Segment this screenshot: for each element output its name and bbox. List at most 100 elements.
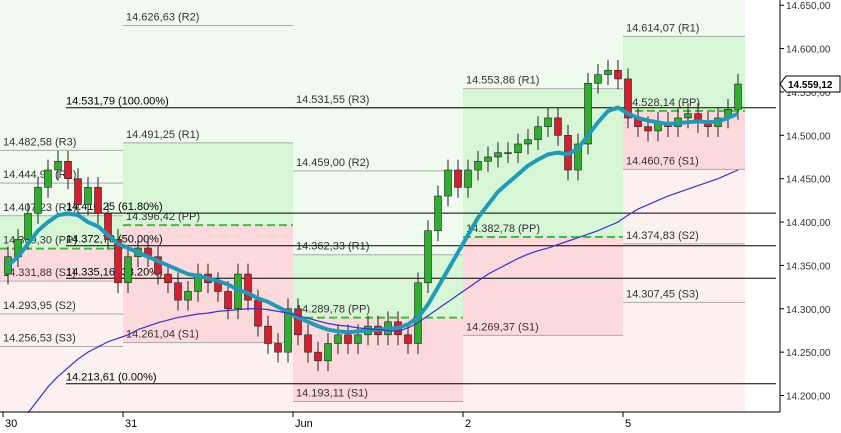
pivot-label: 14.531,55 (R3) [296, 94, 369, 106]
candle-body [624, 78, 632, 119]
pivot-label: 14.528,14 (PP) [626, 97, 700, 109]
x-tick-label: 30 [5, 418, 17, 430]
candle-body [74, 178, 82, 205]
y-tick-label: 14.550,00 [786, 88, 831, 99]
bull-zone-strong [123, 142, 293, 226]
bull-zone-strong [463, 88, 623, 237]
y-tick-label: 14.400,00 [786, 218, 831, 229]
candle-body [484, 156, 492, 162]
candle-body [254, 299, 262, 327]
candle-body [114, 239, 122, 284]
pivot-label: 14.261,04 (S1) [126, 329, 199, 341]
y-tick-label: 14.250,00 [786, 348, 831, 359]
candle-body [344, 334, 352, 344]
bull-zone-strong [623, 36, 745, 111]
candle-body [274, 343, 282, 353]
x-tick-label: 5 [625, 418, 631, 430]
pivot-label: 14.193,11 (S1) [296, 387, 368, 399]
candle-body [524, 139, 532, 145]
pivot-label: 14.382,78 (PP) [466, 223, 540, 235]
fib-label: 14.531,79 (100.00%) [66, 96, 169, 108]
candle-body [544, 117, 552, 127]
bear-zone-strong [463, 236, 623, 336]
candle-body [264, 325, 272, 344]
candle-body [494, 152, 502, 158]
moving-average [27, 169, 739, 414]
pivot-label: 14.491,25 (R1) [126, 129, 199, 141]
candle-body [574, 143, 582, 171]
pivot-label: 14.482,58 (R3) [3, 136, 76, 148]
pivot-label: 14.614,07 (R1) [626, 22, 699, 34]
moving-average [6, 105, 739, 335]
pivot-label: 14.307,45 (S3) [626, 288, 699, 300]
candle-body [64, 161, 72, 179]
pivot-label: 14.553,86 (R1) [466, 75, 539, 87]
bull-zone-strong [293, 254, 463, 318]
candle-body [124, 256, 132, 284]
candle-body [334, 334, 342, 344]
y-tick-label: 14.300,00 [786, 305, 831, 316]
candle-body [434, 195, 442, 232]
candle-body [314, 351, 322, 362]
y-tick-label: 14.450,00 [786, 175, 831, 186]
y-tick-label: 14.200,00 [786, 392, 831, 403]
candle-body [454, 169, 462, 188]
last-price-marker [779, 75, 841, 93]
candle-body [174, 282, 182, 301]
candle-body [54, 161, 62, 171]
candle-body [34, 187, 42, 214]
candle-body [684, 113, 692, 119]
candle-body [504, 152, 512, 154]
candle-body [284, 308, 292, 353]
candle-body [244, 273, 252, 301]
candle-body [184, 291, 192, 301]
candle-body [604, 69, 612, 75]
candle-body [224, 291, 232, 310]
candle-body [474, 161, 482, 171]
x-tick-label: Jun [295, 418, 313, 430]
candle-body [164, 273, 172, 284]
candle-body [644, 126, 652, 132]
candle-body [324, 343, 332, 362]
candle-body [104, 213, 112, 240]
candle-body [154, 256, 162, 275]
x-tick-label: 2 [465, 418, 471, 430]
pivot-label: 14.396,42 (PP) [126, 211, 200, 223]
pivot-label: 14.459,00 (R2) [296, 157, 369, 169]
candle-body [734, 83, 742, 110]
candle-body [594, 74, 602, 84]
candle-body [214, 282, 222, 292]
candle-body [24, 213, 32, 240]
candle-body [354, 334, 362, 344]
pivot-label: 14.626,63 (R2) [126, 11, 199, 23]
candle-body [514, 143, 522, 153]
pivot-label: 14.289,78 (PP) [296, 304, 370, 316]
candle-body [424, 230, 432, 284]
candle-body [404, 334, 412, 344]
y-tick-label: 14.350,00 [786, 261, 831, 272]
candle-body [44, 169, 52, 188]
pivot-label: 14.256,53 (S3) [3, 332, 76, 344]
candle-body [294, 308, 302, 336]
candle-body [534, 126, 542, 140]
candle-body [94, 187, 102, 214]
candle-body [554, 117, 562, 136]
bull-zone [0, 0, 123, 249]
fib-label: 14.213,61 (0.00%) [66, 372, 157, 384]
candle-body [464, 169, 472, 188]
candle-body [304, 334, 312, 353]
last-price-label: 14.559,12 [788, 80, 833, 91]
pivot-label: 14.374,83 (S2) [626, 230, 699, 242]
candle-body [584, 82, 592, 145]
pivot-label: 14.460,76 (S1) [626, 155, 699, 167]
candle-body [444, 169, 452, 197]
candle-body [84, 187, 92, 205]
y-tick-label: 14.650,00 [786, 1, 831, 12]
y-tick-label: 14.600,00 [786, 45, 831, 56]
pivot-label: 14.331,88 (S1) [3, 267, 76, 279]
pivot-label: 14.293,95 (S2) [3, 300, 76, 312]
candle-body [614, 69, 622, 80]
pivot-label: 14.269,37 (S1) [466, 321, 539, 333]
y-tick-label: 14.500,00 [786, 131, 831, 142]
